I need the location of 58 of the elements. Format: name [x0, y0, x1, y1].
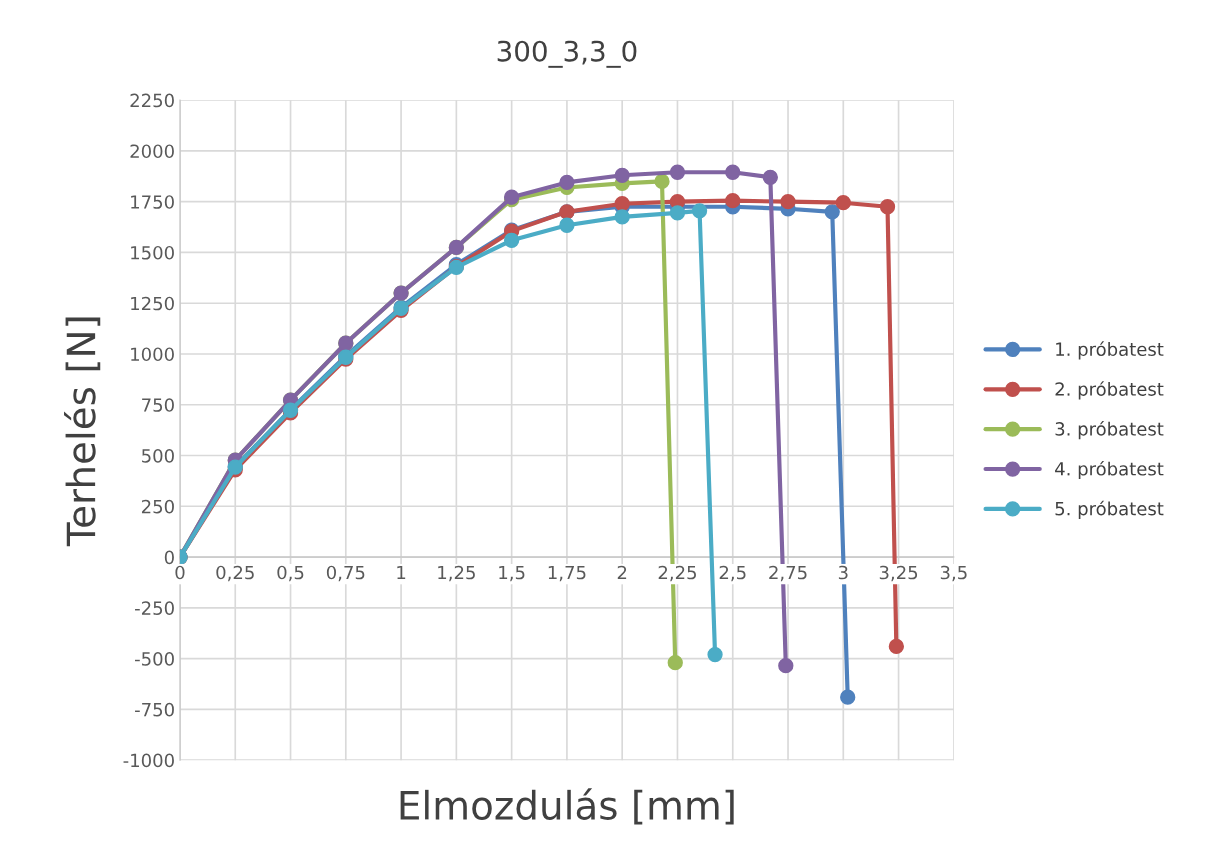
y-tick-label: 1750: [131, 195, 174, 209]
point: [725, 164, 741, 180]
y-tick-label: 250: [141, 499, 174, 514]
x-tick-label: 2,75: [769, 565, 807, 582]
point: [691, 203, 708, 219]
legend-label: 4. próbatest: [1055, 460, 1164, 480]
point: [503, 232, 520, 248]
point: [879, 199, 896, 215]
y-tick-label: 2250: [130, 93, 174, 108]
y-tick-label: -250: [135, 601, 174, 615]
y-tick-label: 500: [142, 448, 174, 463]
y-tick-label: 0: [164, 550, 174, 565]
point: [780, 194, 796, 210]
x-tick-label: 1: [397, 565, 406, 580]
point: [725, 193, 741, 209]
point: [888, 638, 904, 655]
point: [707, 646, 723, 663]
y-tick-label: 1000: [131, 347, 174, 362]
point: [669, 205, 686, 221]
x-tick-label: 0,5: [277, 565, 304, 582]
x-tick-label: 3: [838, 565, 848, 580]
x-axis-title: Elmozdulás [mm]: [400, 788, 734, 825]
point: [840, 689, 856, 705]
x-tick-label: 2,25: [658, 565, 696, 582]
x-tick-label: 1,5: [499, 565, 525, 582]
x-tick-label: 0,75: [326, 565, 365, 582]
y-tick-label: 2000: [130, 144, 174, 159]
chart-title: 300_3,3_0: [497, 40, 637, 68]
point: [762, 169, 778, 185]
y-tick-label: -500: [135, 652, 174, 666]
point: [667, 655, 683, 671]
point: [559, 174, 575, 191]
point: [824, 204, 840, 220]
x-tick-label: 2,5: [719, 565, 746, 582]
x-tick-label: 0: [175, 565, 185, 580]
x-tick-label: 0,25: [216, 565, 254, 582]
point: [835, 195, 851, 211]
point: [559, 217, 575, 233]
x-tick-label: 3,25: [879, 565, 918, 582]
x-tick-label: 1,25: [438, 565, 475, 582]
x-tick-label: 1,75: [548, 565, 586, 582]
legend-label: 5. próbatest: [1055, 500, 1164, 519]
point: [669, 164, 686, 180]
y-tick-label: 1500: [131, 245, 174, 260]
y-tick-label: 1250: [131, 296, 174, 311]
legend-label: 1. próbatest: [1056, 341, 1164, 360]
legend-label: 2. próbatest: [1055, 381, 1164, 400]
point: [654, 173, 670, 190]
point: [778, 658, 794, 674]
y-axis-title: Terhelés [N]: [64, 317, 101, 547]
point: [614, 167, 630, 183]
y-tick-label: -1000: [123, 753, 174, 768]
x-tick-label: 3,5: [940, 565, 967, 582]
point: [614, 209, 630, 225]
y-tick-label: -750: [135, 702, 174, 717]
y-tick-label: 750: [142, 398, 174, 412]
legend-label: 3. próbatest: [1055, 421, 1164, 440]
x-tick-label: 2: [617, 565, 627, 580]
